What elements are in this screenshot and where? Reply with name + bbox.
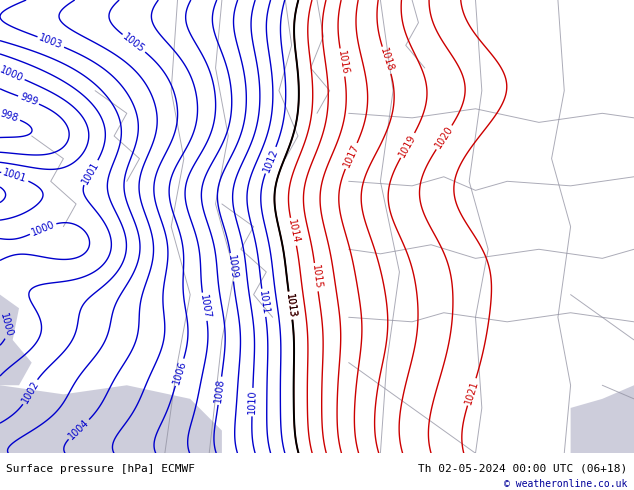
- Text: 1003: 1003: [37, 33, 64, 51]
- Text: 1000: 1000: [30, 219, 56, 238]
- Text: 1000: 1000: [0, 64, 25, 83]
- Text: 1004: 1004: [67, 417, 91, 441]
- Text: 1012: 1012: [261, 147, 280, 173]
- Text: Th 02-05-2024 00:00 UTC (06+18): Th 02-05-2024 00:00 UTC (06+18): [418, 464, 628, 473]
- Text: 1005: 1005: [121, 32, 146, 55]
- Text: 999: 999: [18, 92, 39, 108]
- Text: 1020: 1020: [433, 124, 455, 150]
- Text: 1013: 1013: [284, 293, 297, 318]
- Text: 1001: 1001: [2, 168, 29, 185]
- Text: 998: 998: [0, 109, 20, 124]
- Text: 1015: 1015: [310, 264, 323, 290]
- Text: 1001: 1001: [80, 159, 101, 186]
- Text: 1000: 1000: [0, 312, 15, 338]
- Text: © weatheronline.co.uk: © weatheronline.co.uk: [504, 479, 628, 489]
- Text: 1016: 1016: [335, 49, 349, 75]
- Polygon shape: [0, 385, 222, 453]
- Text: 1008: 1008: [214, 378, 226, 404]
- Text: 1014: 1014: [286, 219, 301, 245]
- Text: 1002: 1002: [20, 379, 41, 405]
- Text: 1017: 1017: [342, 143, 361, 169]
- Text: 1010: 1010: [247, 390, 258, 415]
- Text: 1019: 1019: [398, 132, 418, 159]
- Polygon shape: [0, 294, 32, 453]
- Text: 1021: 1021: [463, 379, 480, 405]
- Text: 1009: 1009: [226, 254, 238, 280]
- Polygon shape: [571, 385, 634, 453]
- Text: Surface pressure [hPa] ECMWF: Surface pressure [hPa] ECMWF: [6, 464, 195, 473]
- Text: 1007: 1007: [198, 294, 212, 319]
- Text: 1006: 1006: [171, 359, 188, 386]
- Text: 1013: 1013: [284, 293, 297, 318]
- Text: 1011: 1011: [257, 290, 271, 316]
- Text: 1018: 1018: [378, 47, 395, 74]
